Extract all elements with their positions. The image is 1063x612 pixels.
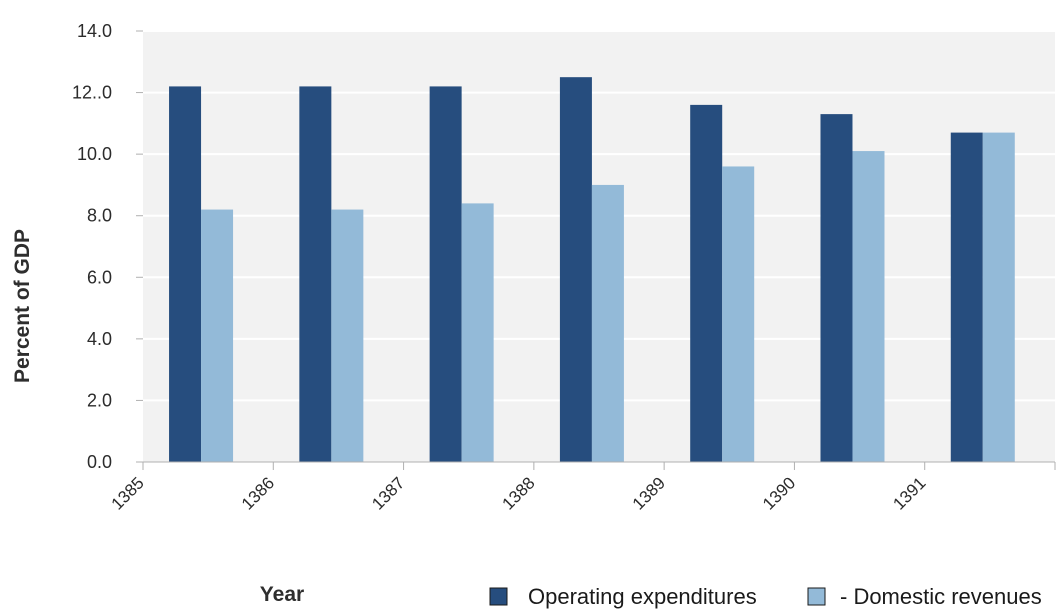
- bar-domestic-revenues-1390: [852, 151, 885, 463]
- legend-label-operating-expenditures: Operating expenditures: [528, 584, 757, 609]
- x-tick-label-1390: 1390: [759, 473, 799, 513]
- legend-swatch-domestic-revenues: [807, 587, 826, 606]
- bar-operating-expenditures-1389: [690, 104, 723, 462]
- y-tick-label: 2.0: [87, 390, 112, 410]
- y-axis-title: Percent of GDP: [11, 229, 34, 383]
- y-tick-label: 14.0: [77, 21, 112, 41]
- legend-swatch-operating-expenditures: [489, 587, 508, 606]
- y-tick-label: 6.0: [87, 267, 112, 287]
- x-tick-label-1391: 1391: [889, 473, 929, 513]
- legend-item-domestic-revenues: - Domestic revenues: [807, 584, 1042, 609]
- x-tick-label-1385: 1385: [108, 473, 148, 513]
- y-tick-label: 10.0: [77, 144, 112, 164]
- bar-operating-expenditures-1387: [429, 86, 462, 463]
- legend-item-operating-expenditures: Operating expenditures: [489, 584, 757, 609]
- bar-domestic-revenues-1389: [722, 166, 755, 462]
- x-tick-label-1386: 1386: [238, 473, 278, 513]
- bar-domestic-revenues-1385: [201, 209, 234, 462]
- bar-operating-expenditures-1388: [559, 77, 592, 462]
- bar-domestic-revenues-1391: [982, 132, 1015, 463]
- x-tick-label-1388: 1388: [499, 473, 539, 513]
- y-tick-label: 8.0: [87, 206, 112, 226]
- legend: Operating expenditures - Domestic revenu…: [489, 584, 1042, 609]
- x-tick-label-1387: 1387: [368, 473, 408, 513]
- bar-domestic-revenues-1388: [591, 184, 624, 462]
- bar-operating-expenditures-1385: [169, 86, 202, 463]
- bars: [169, 77, 1015, 463]
- bar-operating-expenditures-1390: [820, 114, 853, 462]
- bar-operating-expenditures-1391: [950, 132, 983, 463]
- x-tick-label-1389: 1389: [629, 473, 669, 513]
- y-tick-label: 12..0: [72, 83, 112, 103]
- y-tick-label: 0.0: [87, 452, 112, 472]
- axes: [136, 30, 1056, 470]
- bar-domestic-revenues-1386: [331, 209, 364, 462]
- y-tick-labels: 0.0 2.0 4.0 6.0 8.0 10.0 12..0 14.0: [72, 21, 112, 472]
- x-axis-title: Year: [260, 583, 304, 606]
- legend-label-domestic-revenues: - Domestic revenues: [840, 584, 1042, 609]
- bar-domestic-revenues-1387: [461, 203, 494, 462]
- bar-operating-expenditures-1386: [299, 86, 332, 463]
- y-tick-label: 4.0: [87, 329, 112, 349]
- x-tick-labels: 1385 1386 1387 1388 1389 1390 1391: [108, 473, 930, 513]
